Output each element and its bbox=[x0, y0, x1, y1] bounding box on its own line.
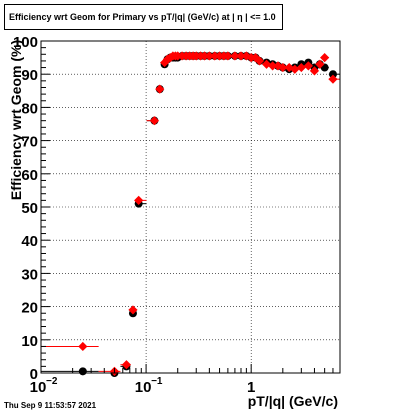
data-point bbox=[149, 116, 160, 126]
y-tick-label: 80 bbox=[21, 100, 38, 117]
data-point bbox=[78, 341, 88, 352]
data-point bbox=[315, 59, 325, 69]
data-point bbox=[254, 56, 265, 66]
data-marks bbox=[41, 51, 340, 377]
y-tick-label: 10 bbox=[21, 333, 38, 350]
data-point bbox=[210, 51, 220, 61]
data-point bbox=[320, 53, 330, 63]
y-tick-label: 100 bbox=[13, 34, 38, 51]
data-point bbox=[128, 305, 138, 315]
data-point bbox=[155, 84, 165, 94]
data-point bbox=[223, 51, 233, 61]
x-axis-label: pT/|q| (GeV/c) bbox=[248, 393, 338, 409]
y-tick-label: 60 bbox=[21, 167, 38, 184]
y-tick-label: 0 bbox=[30, 366, 38, 383]
y-tick-label: 40 bbox=[21, 233, 38, 250]
data-point bbox=[261, 59, 272, 69]
data-point bbox=[134, 195, 144, 205]
y-tick-label: 20 bbox=[21, 300, 38, 317]
x-tick-exponent: −1 bbox=[151, 376, 163, 387]
y-tick-label: 30 bbox=[21, 266, 38, 283]
y-tick-label: 90 bbox=[21, 67, 38, 84]
data-point bbox=[78, 367, 87, 376]
data-point bbox=[296, 62, 306, 73]
x-tick-exponent: −2 bbox=[46, 376, 58, 387]
chart-title: Efficiency wrt Geom for Primary vs pT/|q… bbox=[4, 4, 283, 30]
data-point bbox=[250, 53, 261, 63]
data-point bbox=[199, 51, 210, 61]
data-point bbox=[159, 57, 170, 68]
data-point bbox=[204, 51, 214, 61]
data-point bbox=[309, 66, 320, 76]
data-point bbox=[273, 61, 283, 71]
timestamp: Thu Sep 9 11:53:57 2021 bbox=[4, 401, 97, 410]
plot-frame bbox=[40, 40, 341, 374]
data-point bbox=[230, 51, 240, 61]
x-tick-label: 10 bbox=[30, 379, 47, 396]
data-point bbox=[290, 64, 300, 74]
data-point bbox=[278, 62, 288, 73]
grid-lines bbox=[40, 40, 340, 374]
y-tick-label: 70 bbox=[21, 134, 38, 151]
data-point bbox=[236, 51, 246, 61]
data-point bbox=[328, 74, 338, 84]
data-point bbox=[121, 360, 132, 370]
data-point bbox=[328, 70, 337, 79]
data-point bbox=[268, 61, 278, 71]
y-axis-label: Efficiency wrt Geom (%) bbox=[8, 40, 24, 200]
y-tick-label: 50 bbox=[21, 200, 38, 217]
data-point bbox=[284, 62, 294, 73]
data-point bbox=[303, 61, 313, 71]
x-tick-label: 10 bbox=[135, 379, 152, 396]
x-tick-label: 1 bbox=[247, 379, 255, 396]
